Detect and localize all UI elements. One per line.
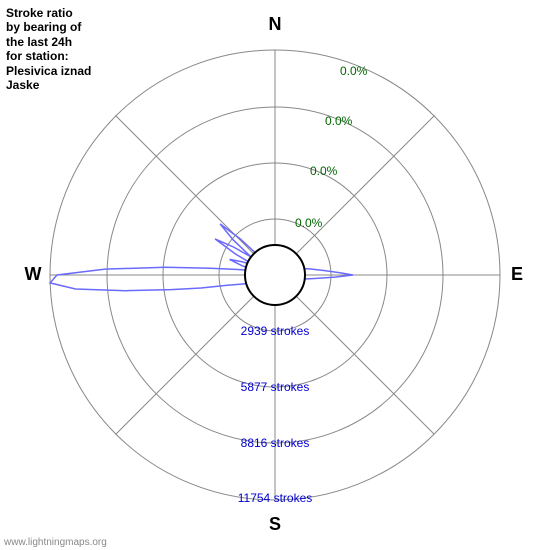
rose-path xyxy=(50,224,353,291)
svg-text:0.0%: 0.0% xyxy=(310,164,338,178)
center-circle xyxy=(245,245,305,305)
svg-text:0.0%: 0.0% xyxy=(325,114,353,128)
polar-chart: N S W E 0.0% 0.0% 0.0% 0.0% 2939 strokes 5877 s… xyxy=(0,0,550,550)
upper-ring-labels: 0.0% 0.0% 0.0% 0.0% xyxy=(295,64,368,230)
svg-text:N: N xyxy=(269,14,282,34)
svg-text:W: W xyxy=(25,264,42,284)
svg-text:S: S xyxy=(269,514,281,534)
svg-text:5877 strokes: 5877 strokes xyxy=(241,380,310,394)
svg-text:E: E xyxy=(511,264,523,284)
svg-text:0.0%: 0.0% xyxy=(340,64,368,78)
svg-text:0.0%: 0.0% xyxy=(295,216,323,230)
footer-credit: www.lightningmaps.org xyxy=(4,537,107,548)
svg-text:11754 strokes: 11754 strokes xyxy=(238,491,313,505)
svg-text:2939 strokes: 2939 strokes xyxy=(241,324,310,338)
svg-text:8816 strokes: 8816 strokes xyxy=(241,436,310,450)
